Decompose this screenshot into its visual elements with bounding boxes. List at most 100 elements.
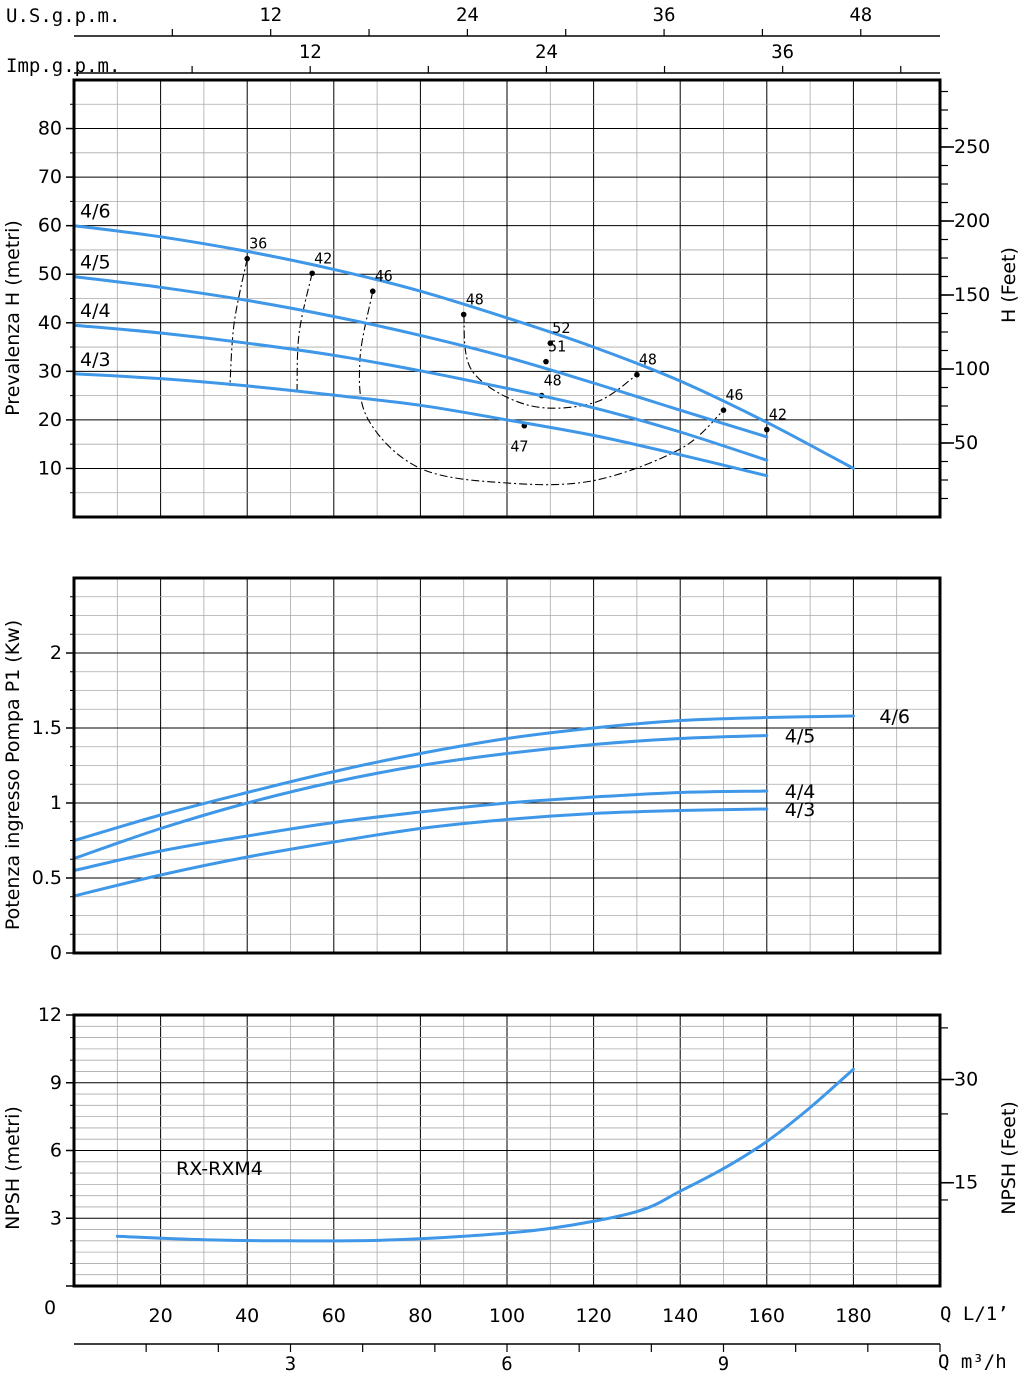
head-y-axis-label: Prevalenza H (metri)	[2, 220, 24, 416]
q-lmin-tick-label: 140	[662, 1305, 698, 1327]
head-series-label: 4/5	[80, 252, 111, 274]
q-m3h-label: Q m³/h	[938, 1351, 1007, 1373]
efficiency-point	[369, 288, 376, 295]
curve-1-4-4	[72, 789, 769, 872]
efficiency-layer	[229, 255, 770, 486]
power-series-label: 4/5	[785, 726, 816, 748]
curve-0-4-4	[72, 323, 769, 462]
npsh-feet-axis-label: NPSH (Feet)	[998, 1101, 1020, 1215]
efficiency-label: 46	[726, 386, 744, 404]
right-tick-label: 250	[954, 136, 990, 158]
efficiency-point	[543, 358, 549, 365]
q-lmin-tick-label: 40	[235, 1305, 259, 1327]
efficiency-label: 42	[769, 406, 787, 424]
q-lmin-tick-label: 100	[489, 1305, 525, 1327]
y-tick-label: 20	[38, 409, 62, 431]
right-tick-label: 15	[954, 1172, 978, 1194]
power-series-label: 4/4	[785, 781, 816, 803]
head-series-label: 4/3	[80, 349, 111, 371]
curve-1-4-3	[72, 807, 769, 898]
efficiency-label: 48	[639, 351, 657, 369]
y-tick-label: 1.5	[32, 717, 62, 739]
efficiency-label: 47	[510, 438, 528, 456]
top-scale-label: 12	[259, 4, 282, 26]
y-tick-label: 30	[38, 360, 62, 382]
us-gpm-label: U.S.g.p.m.	[6, 5, 120, 27]
efficiency-point	[460, 311, 467, 318]
top-scale-label: 48	[849, 4, 872, 26]
top-scale-label: 36	[771, 41, 794, 63]
q-lmin-tick-label: 60	[322, 1305, 346, 1327]
q-lmin-tick-label: 180	[835, 1305, 871, 1327]
efficiency-point	[720, 407, 727, 413]
power-y-axis-label: Potenza ingresso Pompa P1 (Kw)	[2, 620, 24, 930]
right-tick-label: 50	[954, 432, 978, 454]
y-tick-label: 6	[50, 1140, 62, 1162]
head-series-label: 4/4	[80, 300, 111, 322]
y-tick-label: 80	[38, 118, 62, 140]
q-lmin-tick-label: 160	[749, 1305, 785, 1327]
efficiency-line	[463, 314, 638, 409]
right-tick-label: 100	[954, 358, 990, 380]
top-scale-label: 12	[299, 41, 322, 63]
q-lmin-label: Q L/1’	[940, 1303, 1009, 1325]
curve-layer	[72, 224, 855, 1243]
right-tick-label: 200	[954, 210, 990, 232]
top-scale-label: 24	[456, 4, 479, 26]
m3h-tick-label: 3	[285, 1353, 296, 1375]
efficiency-label: 36	[249, 235, 267, 253]
y-tick-label: 1	[50, 792, 62, 814]
curve-1-4-5	[72, 734, 769, 860]
head-series-label: 4/6	[80, 201, 111, 223]
efficiency-label: 52	[552, 319, 570, 337]
efficiency-label: 48	[544, 372, 562, 390]
efficiency-label: 51	[548, 338, 566, 356]
right-tick-label: 150	[954, 284, 990, 306]
curve-1-4-6	[72, 714, 855, 842]
curve-0-4-6	[72, 224, 855, 470]
q-lmin-tick-label: 80	[408, 1305, 432, 1327]
y-tick-label: 50	[38, 263, 62, 285]
m3h-tick-label: 9	[718, 1353, 729, 1375]
imp-gpm-label: Imp.g.p.m.	[6, 55, 120, 77]
y-tick-label: 0.5	[32, 867, 62, 889]
npsh-zero-label: 0	[44, 1297, 56, 1319]
top-scale-label: 24	[535, 41, 558, 63]
efficiency-line	[358, 291, 724, 486]
efficiency-point	[309, 270, 315, 277]
head-feet-axis-label: H (Feet)	[998, 247, 1020, 323]
y-tick-label: 10	[38, 457, 62, 479]
q-lmin-tick-label: 120	[575, 1305, 611, 1327]
y-tick-label: 9	[50, 1072, 62, 1094]
efficiency-label: 48	[466, 291, 484, 309]
y-tick-label: 40	[38, 312, 62, 334]
curve-0-4-5	[72, 275, 769, 439]
efficiency-point	[764, 426, 770, 433]
efficiency-line	[229, 258, 248, 386]
power-series-label: 4/3	[785, 799, 816, 821]
efficiency-point	[634, 371, 640, 378]
y-tick-label: 12	[38, 1004, 62, 1026]
curve-2-RX-RXM4	[115, 1067, 855, 1243]
label-layer: U.S.g.p.m. Imp.g.p.m. Q L/1’ Q m³/h Prev…	[2, 4, 1020, 1375]
y-tick-label: 2	[50, 642, 62, 664]
curve-0-4-3	[72, 372, 769, 478]
efficiency-line	[296, 273, 313, 391]
frame-layer	[66, 29, 954, 1352]
efficiency-point	[547, 340, 554, 346]
top-scale-label: 36	[653, 4, 676, 26]
y-tick-label: 3	[50, 1207, 62, 1229]
efficiency-label: 46	[375, 267, 393, 285]
m3h-tick-label: 6	[501, 1353, 512, 1375]
npsh-y-axis-label: NPSH (metri)	[2, 1106, 24, 1230]
power-series-label: 4/6	[879, 706, 910, 728]
model-annotation: RX-RXM4	[176, 1158, 263, 1180]
y-tick-label: 70	[38, 166, 62, 188]
y-tick-label: 0	[50, 942, 62, 964]
y-tick-label: 60	[38, 215, 62, 237]
efficiency-point	[244, 255, 250, 262]
grid-layer	[74, 80, 940, 1286]
right-tick-label: 30	[954, 1068, 978, 1090]
